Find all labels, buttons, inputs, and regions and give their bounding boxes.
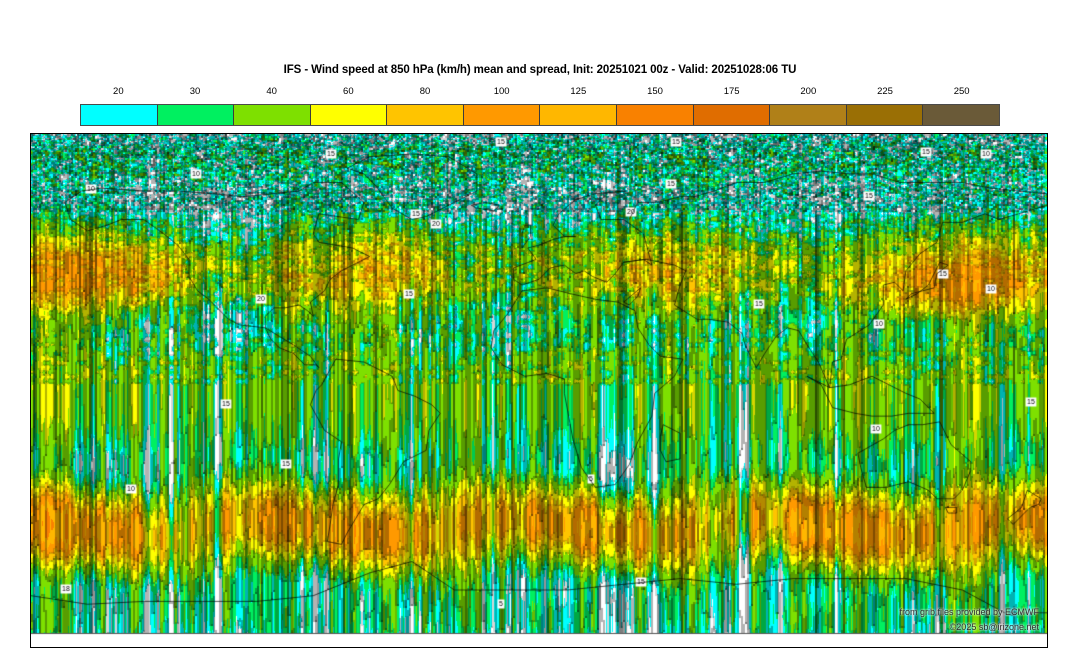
colorbar-tick: 100 (493, 86, 510, 97)
colorbar-segment (540, 105, 618, 125)
colorbar-tick: 225 (877, 86, 893, 97)
colorbar: 20 30 40 60 80 100 125 150 175 200 225 250 (80, 86, 1000, 126)
attribution-source: from grib files provided by ECMWF (899, 607, 1039, 617)
colorbar-segment (617, 105, 694, 125)
colorbar-tick: 250 (953, 86, 970, 97)
weather-map[interactable]: from grib files provided by ECMWF ©2025 … (30, 133, 1048, 648)
colorbar-tick: 20 (113, 86, 124, 97)
wind-speed-field (31, 134, 1047, 647)
colorbar-segment (234, 105, 311, 125)
colorbar-tick-labels: 20 30 40 60 80 100 125 150 175 200 225 250 (80, 86, 1000, 102)
colorbar-segment (923, 105, 999, 125)
colorbar-tick: 200 (800, 86, 817, 97)
attribution-copyright: ©2025 sb@irizone.net (949, 622, 1039, 632)
colorbar-tick: 40 (266, 86, 277, 97)
colorbar-tick: 125 (570, 86, 587, 97)
colorbar-segment (310, 105, 388, 125)
page-title: IFS - Wind speed at 850 hPa (km/h) mean … (283, 64, 797, 76)
colorbar-segment (463, 105, 541, 125)
colorbar-tick: 175 (723, 86, 740, 97)
colorbar-tick: 80 (419, 86, 431, 97)
colorbar-segment (157, 105, 235, 125)
colorbar-tick: 30 (189, 86, 201, 97)
colorbar-tick: 60 (343, 86, 354, 97)
colorbar-segment (770, 105, 847, 125)
colorbar-segment (81, 105, 158, 125)
colorbar-segment (846, 105, 924, 125)
colorbar-segment (693, 105, 771, 125)
colorbar-tick: 150 (647, 86, 663, 97)
colorbar-gradient (80, 104, 1000, 126)
colorbar-segment (387, 105, 464, 125)
